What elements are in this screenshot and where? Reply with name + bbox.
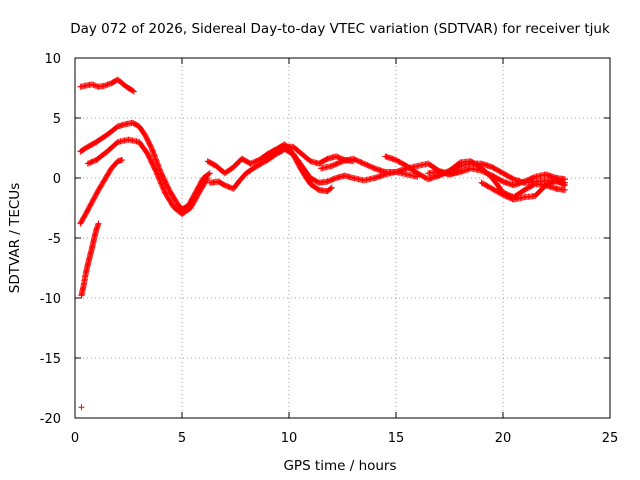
y-tick-label: -15 bbox=[40, 352, 61, 367]
data-point bbox=[159, 183, 166, 190]
gridlines bbox=[75, 58, 610, 418]
x-tick-label: 5 bbox=[178, 431, 186, 446]
data-point bbox=[206, 170, 213, 177]
data-point bbox=[154, 172, 161, 179]
data-point bbox=[153, 169, 160, 175]
data-point bbox=[157, 179, 164, 186]
data-point bbox=[155, 175, 162, 182]
x-axis-label: GPS time / hours bbox=[283, 458, 396, 474]
y-tick-label: 0 bbox=[53, 172, 61, 187]
series-arc-middle bbox=[84, 136, 211, 217]
series-arc-upper bbox=[77, 119, 213, 213]
data-point bbox=[153, 170, 160, 177]
y-axis-ticks: -20 -15 -10 -5 0 5 10 bbox=[40, 52, 610, 427]
x-tick-label: 15 bbox=[388, 431, 405, 446]
series-arc-steep bbox=[78, 220, 102, 299]
x-tick-label: 25 bbox=[602, 431, 619, 446]
data-point bbox=[530, 174, 537, 181]
data-point bbox=[562, 176, 569, 183]
data-point bbox=[158, 181, 165, 188]
x-tick-label: 0 bbox=[71, 431, 79, 446]
data-point bbox=[560, 181, 567, 188]
chart-title: Day 072 of 2026, Sidereal Day-to-day VTE… bbox=[70, 21, 610, 37]
series-arc-rising bbox=[77, 157, 126, 227]
data-point bbox=[328, 184, 335, 191]
x-tick-label: 10 bbox=[281, 431, 298, 446]
data-point bbox=[562, 182, 569, 189]
y-tick-label: -5 bbox=[48, 232, 61, 247]
data-point bbox=[119, 157, 126, 163]
data-point bbox=[78, 404, 85, 411]
y-tick-label: 10 bbox=[44, 52, 61, 67]
x-tick-label: 20 bbox=[495, 431, 512, 446]
data-point bbox=[129, 87, 136, 94]
data-point bbox=[203, 176, 210, 183]
series-arc-h bbox=[478, 177, 569, 203]
data-point bbox=[156, 176, 163, 183]
y-axis-label: SDTVAR / TECUs bbox=[7, 183, 23, 293]
data-point bbox=[327, 185, 334, 192]
data-point bbox=[204, 175, 211, 181]
series-outlier-low bbox=[78, 404, 85, 411]
data-point bbox=[338, 158, 345, 165]
data-point bbox=[160, 186, 167, 193]
series-arc-top-start bbox=[77, 76, 137, 95]
y-tick-label: -20 bbox=[40, 412, 61, 427]
data-point bbox=[130, 88, 137, 95]
series-arc-c bbox=[264, 146, 421, 186]
data-point bbox=[158, 180, 165, 187]
y-tick-label: -10 bbox=[40, 292, 61, 307]
y-tick-label: 5 bbox=[53, 112, 61, 127]
data-marks bbox=[77, 76, 569, 411]
data-point bbox=[205, 171, 212, 177]
data-point bbox=[95, 220, 102, 227]
data-point bbox=[159, 184, 166, 191]
x-axis-ticks: 0 5 10 15 20 25 bbox=[71, 58, 618, 446]
data-point bbox=[160, 185, 167, 192]
data-point bbox=[154, 171, 161, 178]
data-point bbox=[155, 174, 162, 181]
data-point bbox=[157, 177, 164, 184]
